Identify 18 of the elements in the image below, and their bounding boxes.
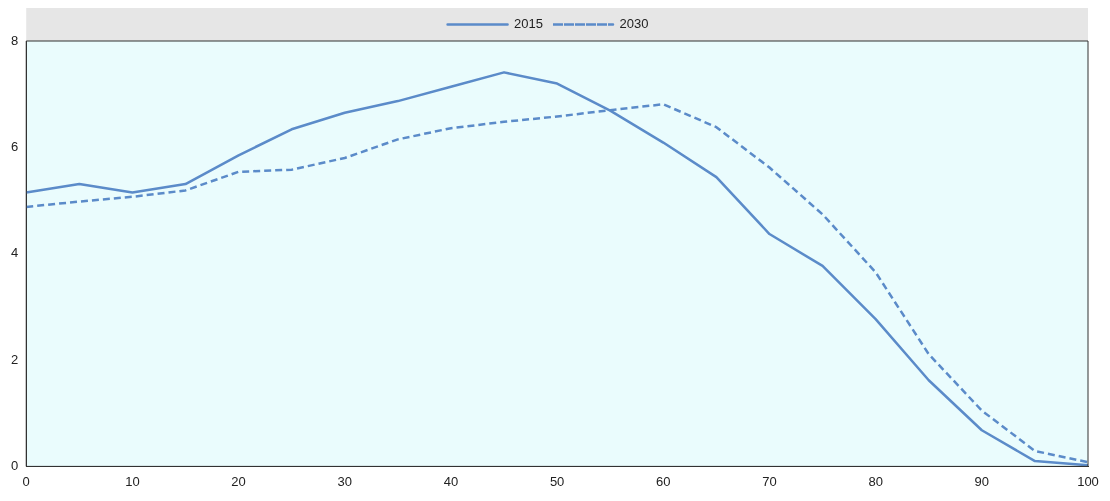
legend-label: 2030 — [619, 16, 649, 32]
y-tick-label: 2 — [11, 351, 19, 367]
x-tick-label: 70 — [762, 473, 777, 489]
legend-label: 2015 — [514, 16, 543, 32]
x-tick-label: 0 — [22, 473, 30, 489]
y-tick-label: 8 — [11, 32, 19, 48]
y-tick-label: 4 — [11, 245, 19, 261]
x-tick-label: 10 — [125, 473, 140, 489]
x-tick-label: 100 — [1077, 473, 1099, 489]
y-tick-label: 6 — [11, 138, 19, 154]
x-tick-label: 20 — [231, 473, 246, 489]
x-tick-label: 30 — [337, 473, 352, 489]
x-tick-label: 40 — [443, 473, 459, 489]
x-tick-label: 60 — [656, 473, 671, 489]
y-tick-label: 0 — [11, 457, 19, 473]
x-tick-label: 90 — [974, 473, 990, 489]
x-tick-label: 50 — [549, 473, 565, 489]
x-tick-label: 80 — [868, 473, 883, 489]
